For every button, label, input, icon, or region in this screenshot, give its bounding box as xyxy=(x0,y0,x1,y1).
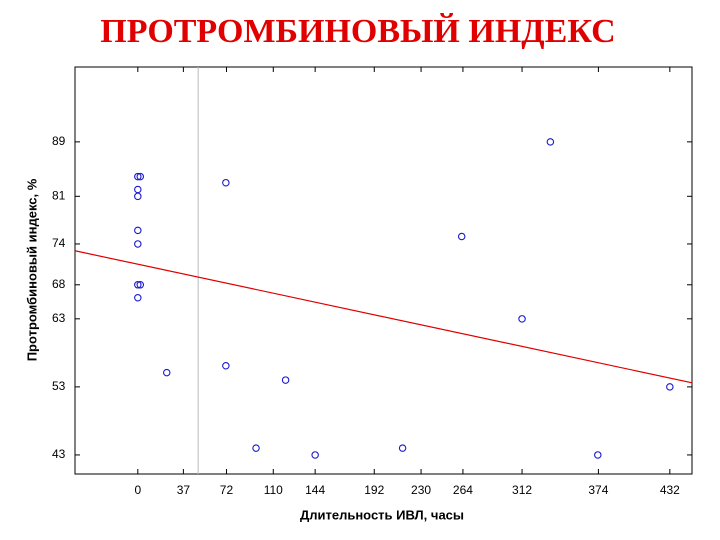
x-tick-label: 432 xyxy=(660,483,680,497)
y-axis-label: Протромбиновый индекс, % xyxy=(24,178,39,361)
y-tick-label: 74 xyxy=(52,236,66,250)
point xyxy=(134,240,142,248)
x-tick-label: 374 xyxy=(588,483,608,497)
point xyxy=(136,172,145,181)
fit-line xyxy=(74,250,693,384)
x-tick-label: 72 xyxy=(220,483,234,497)
point xyxy=(311,451,319,459)
point xyxy=(666,383,674,391)
y-tick-label: 43 xyxy=(52,447,66,461)
point xyxy=(252,444,260,452)
point xyxy=(222,178,230,187)
point xyxy=(222,362,230,370)
point xyxy=(134,226,142,235)
point xyxy=(281,376,290,384)
y-tick-label: 53 xyxy=(52,379,66,393)
x-tick-label: 37 xyxy=(177,483,191,497)
x-tick-label: 312 xyxy=(512,483,532,497)
x-tick-label: 192 xyxy=(364,483,384,497)
x-tick-label: 230 xyxy=(411,483,431,497)
point xyxy=(134,281,142,289)
point xyxy=(136,281,145,289)
point xyxy=(546,138,555,146)
y-tick-label: 81 xyxy=(52,188,66,202)
x-tick-label: 264 xyxy=(453,483,473,497)
point xyxy=(162,368,171,377)
chart-title: ПРОТРОМБИНОВЫЙ ИНДЕКС xyxy=(100,13,615,50)
x-tick-label: 0 xyxy=(134,483,141,497)
y-tick-label: 68 xyxy=(52,277,66,291)
plot-frame xyxy=(74,66,693,475)
point xyxy=(457,232,466,241)
point xyxy=(518,315,526,323)
x-tick-label: 144 xyxy=(305,483,325,497)
y-tick-label: 63 xyxy=(52,311,66,325)
point xyxy=(134,192,142,201)
point xyxy=(134,293,142,302)
x-axis-label: Длительность ИВЛ, часы xyxy=(300,507,464,522)
y-tick-label: 89 xyxy=(52,134,66,148)
point xyxy=(594,451,602,459)
x-tick-label: 110 xyxy=(264,483,283,497)
point xyxy=(134,185,142,194)
point xyxy=(398,444,407,452)
point xyxy=(134,172,142,181)
